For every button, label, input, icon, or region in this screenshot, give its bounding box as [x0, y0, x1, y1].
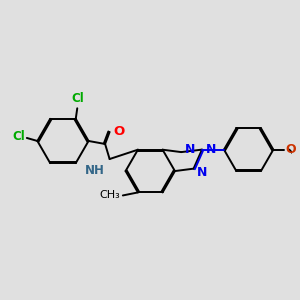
- Text: Cl: Cl: [13, 130, 25, 143]
- Text: O: O: [285, 142, 296, 155]
- Text: CH₃: CH₃: [100, 190, 120, 200]
- Text: N: N: [197, 166, 208, 179]
- Text: Cl: Cl: [71, 92, 84, 105]
- Text: NH: NH: [85, 164, 105, 176]
- Text: N: N: [185, 143, 195, 156]
- Text: O: O: [113, 125, 124, 138]
- Text: N: N: [206, 143, 217, 156]
